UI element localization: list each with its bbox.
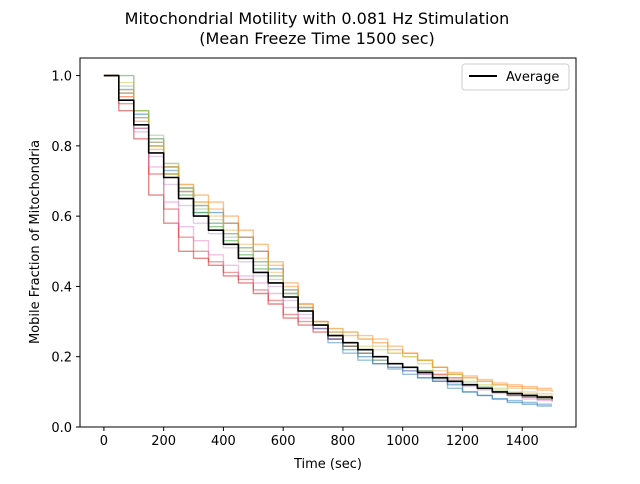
legend-frame xyxy=(461,63,570,91)
series-line-trace-10 xyxy=(103,74,553,396)
chart-title: Mitochondrial Motility with 0.081 Hz Sti… xyxy=(125,9,510,28)
series-line-trace-12 xyxy=(103,74,553,401)
x-tick-label: 600 xyxy=(271,434,296,449)
legend-label-average: Average xyxy=(506,70,559,85)
x-tick-label: 1400 xyxy=(506,434,539,449)
y-tick-label: 0.4 xyxy=(51,280,72,295)
y-tick-label: 0.6 xyxy=(51,210,72,225)
series-line-trace-6 xyxy=(103,74,553,401)
x-tick-label: 800 xyxy=(331,434,356,449)
axes: 0 200 400 600 800 1000 1200 1400 0.0 0.2 0.4 0.6 0.8… xyxy=(51,57,577,449)
y-tick-label: 0.8 xyxy=(51,140,72,155)
series-line-trace-5 xyxy=(103,74,553,405)
y-tick-label: 1.0 xyxy=(51,70,72,85)
series-line-average xyxy=(103,74,553,399)
series-line-trace-8 xyxy=(103,74,553,392)
series-line-trace-3 xyxy=(103,74,553,403)
axes-frame xyxy=(79,57,577,428)
chart-subtitle: (Mean Freeze Time 1500 sec) xyxy=(199,29,434,48)
y-tick-label: 0.2 xyxy=(51,351,72,366)
x-tick-label: 1200 xyxy=(446,434,479,449)
series-line-trace-7 xyxy=(103,74,553,399)
x-tick-label: 200 xyxy=(151,434,176,449)
x-tick-label: 1000 xyxy=(386,434,419,449)
series-line-trace-4 xyxy=(103,74,553,407)
x-tick-label: 0 xyxy=(100,434,108,449)
series-line-trace-1 xyxy=(103,74,553,399)
series-line-trace-11 xyxy=(103,74,553,398)
y-tick-label: 0.0 xyxy=(51,421,72,436)
legend: Average xyxy=(461,63,570,91)
x-axis-label: Time (sec) xyxy=(293,457,362,472)
series-line-trace-2 xyxy=(103,74,553,401)
y-axis-label: Mobile Fraction of Mitochondria xyxy=(28,140,43,344)
plot-area xyxy=(103,74,553,407)
x-tick-label: 400 xyxy=(211,434,236,449)
